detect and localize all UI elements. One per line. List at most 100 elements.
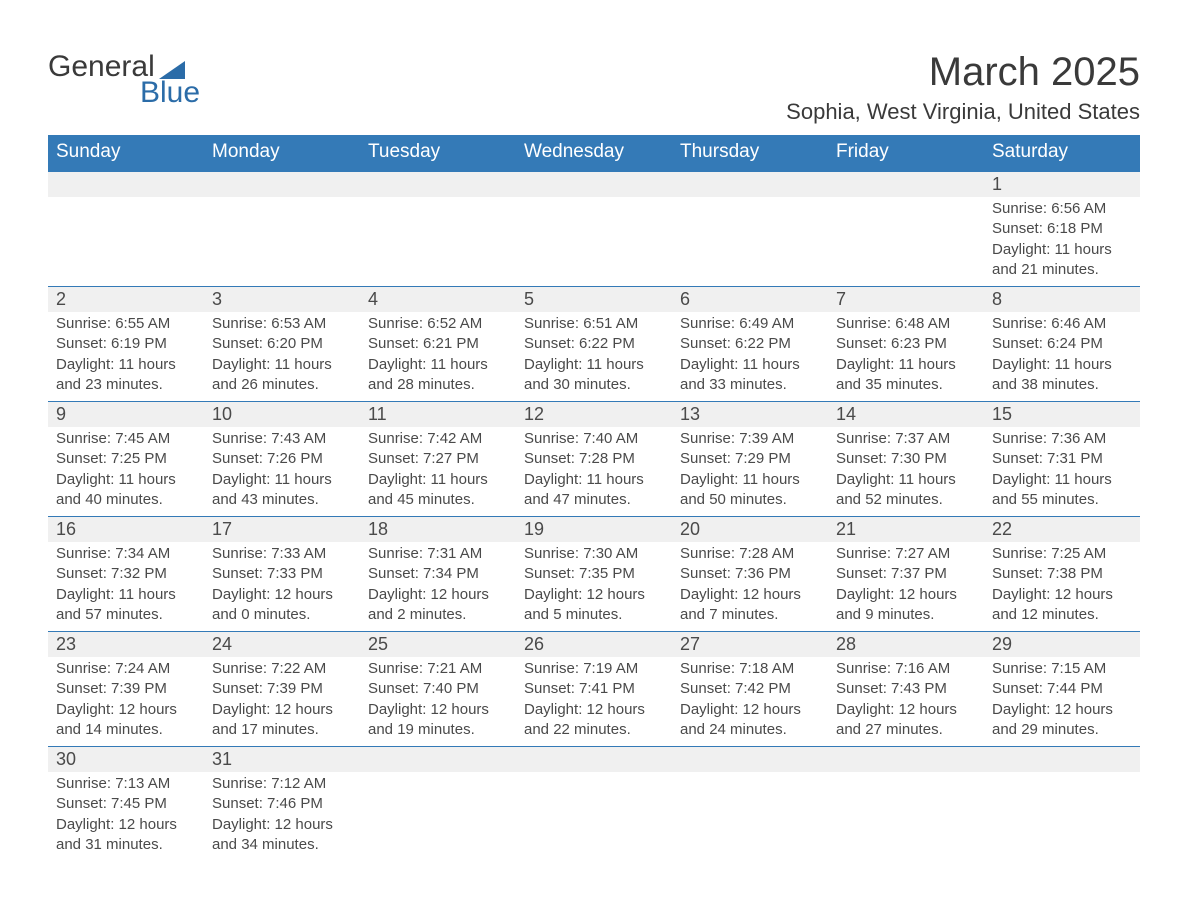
empty-day-number (204, 171, 360, 197)
daylight-text: Daylight: 11 hours (56, 470, 196, 490)
daylight-text: and 27 minutes. (836, 720, 976, 740)
sunrise-text: Sunrise: 7:18 AM (680, 659, 820, 679)
day-cell: Sunrise: 6:48 AMSunset: 6:23 PMDaylight:… (828, 312, 984, 401)
day-number: 10 (204, 401, 360, 427)
sunset-text: Sunset: 7:38 PM (992, 564, 1132, 584)
day-cell: 15 (984, 401, 1140, 427)
day-cell: Sunrise: 7:13 AMSunset: 7:45 PMDaylight:… (48, 772, 204, 861)
day-cell: Sunrise: 7:45 AMSunset: 7:25 PMDaylight:… (48, 427, 204, 516)
day-cell (516, 746, 672, 772)
daylight-text: Daylight: 12 hours (992, 700, 1132, 720)
empty-day-content (360, 200, 516, 284)
empty-day-number (48, 171, 204, 197)
day-cell: Sunrise: 7:28 AMSunset: 7:36 PMDaylight:… (672, 542, 828, 631)
day-details: Sunrise: 7:33 AMSunset: 7:33 PMDaylight:… (204, 542, 360, 631)
day-details: Sunrise: 7:43 AMSunset: 7:26 PMDaylight:… (204, 427, 360, 516)
logo: General Blue (48, 50, 200, 110)
day-details: Sunrise: 7:37 AMSunset: 7:30 PMDaylight:… (828, 427, 984, 516)
empty-day-content (516, 775, 672, 859)
day-details: Sunrise: 7:28 AMSunset: 7:36 PMDaylight:… (672, 542, 828, 631)
day-cell (828, 772, 984, 861)
day-cell: Sunrise: 7:42 AMSunset: 7:27 PMDaylight:… (360, 427, 516, 516)
day-number: 2 (48, 286, 204, 312)
day-cell: Sunrise: 7:16 AMSunset: 7:43 PMDaylight:… (828, 657, 984, 746)
day-number-row: 3031 (48, 746, 1140, 772)
day-number: 12 (516, 401, 672, 427)
daylight-text: and 21 minutes. (992, 260, 1132, 280)
daylight-text: and 31 minutes. (56, 835, 196, 855)
empty-day-number (672, 171, 828, 197)
day-number-row: 9101112131415 (48, 401, 1140, 427)
day-details: Sunrise: 7:21 AMSunset: 7:40 PMDaylight:… (360, 657, 516, 746)
day-cell: Sunrise: 7:36 AMSunset: 7:31 PMDaylight:… (984, 427, 1140, 516)
day-cell: Sunrise: 7:12 AMSunset: 7:46 PMDaylight:… (204, 772, 360, 861)
day-cell (672, 772, 828, 861)
daylight-text: Daylight: 11 hours (56, 355, 196, 375)
weekday-header: Monday (204, 135, 360, 170)
day-cell: Sunrise: 7:25 AMSunset: 7:38 PMDaylight:… (984, 542, 1140, 631)
daylight-text: Daylight: 12 hours (56, 815, 196, 835)
sunset-text: Sunset: 7:35 PM (524, 564, 664, 584)
day-number: 16 (48, 516, 204, 542)
daylight-text: and 52 minutes. (836, 490, 976, 510)
daylight-text: Daylight: 12 hours (56, 700, 196, 720)
sunset-text: Sunset: 7:37 PM (836, 564, 976, 584)
day-cell: 23 (48, 631, 204, 657)
empty-day-number (516, 171, 672, 197)
empty-day-content (48, 200, 204, 284)
day-cell: Sunrise: 6:51 AMSunset: 6:22 PMDaylight:… (516, 312, 672, 401)
day-details: Sunrise: 7:34 AMSunset: 7:32 PMDaylight:… (48, 542, 204, 631)
day-details: Sunrise: 6:51 AMSunset: 6:22 PMDaylight:… (516, 312, 672, 401)
logo-text-blue: Blue (140, 76, 200, 110)
empty-day-number (360, 171, 516, 197)
day-number-row: 2345678 (48, 286, 1140, 312)
day-number-row: 16171819202122 (48, 516, 1140, 542)
sunset-text: Sunset: 6:18 PM (992, 219, 1132, 239)
daylight-text: Daylight: 12 hours (212, 585, 352, 605)
daylight-text: and 40 minutes. (56, 490, 196, 510)
sunset-text: Sunset: 6:24 PM (992, 334, 1132, 354)
sunrise-text: Sunrise: 7:37 AM (836, 429, 976, 449)
day-cell: 17 (204, 516, 360, 542)
day-cell (360, 772, 516, 861)
day-cell: 20 (672, 516, 828, 542)
daylight-text: and 24 minutes. (680, 720, 820, 740)
day-number: 19 (516, 516, 672, 542)
day-number: 9 (48, 401, 204, 427)
daylight-text: Daylight: 12 hours (368, 700, 508, 720)
daylight-text: Daylight: 12 hours (524, 585, 664, 605)
day-cell: 10 (204, 401, 360, 427)
day-cell: 16 (48, 516, 204, 542)
day-details: Sunrise: 7:27 AMSunset: 7:37 PMDaylight:… (828, 542, 984, 631)
sunrise-text: Sunrise: 7:36 AM (992, 429, 1132, 449)
day-cell: Sunrise: 7:43 AMSunset: 7:26 PMDaylight:… (204, 427, 360, 516)
daylight-text: and 35 minutes. (836, 375, 976, 395)
sunrise-text: Sunrise: 6:51 AM (524, 314, 664, 334)
day-number: 28 (828, 631, 984, 657)
sunrise-text: Sunrise: 7:19 AM (524, 659, 664, 679)
day-content-row: Sunrise: 7:34 AMSunset: 7:32 PMDaylight:… (48, 542, 1140, 631)
sunrise-text: Sunrise: 7:25 AM (992, 544, 1132, 564)
daylight-text: Daylight: 11 hours (368, 355, 508, 375)
weekday-header: Friday (828, 135, 984, 170)
logo-text-general: General (48, 50, 155, 84)
daylight-text: Daylight: 11 hours (836, 470, 976, 490)
sunset-text: Sunset: 7:25 PM (56, 449, 196, 469)
day-cell: Sunrise: 7:21 AMSunset: 7:40 PMDaylight:… (360, 657, 516, 746)
day-number-row: 23242526272829 (48, 631, 1140, 657)
day-number: 3 (204, 286, 360, 312)
day-number: 30 (48, 746, 204, 772)
daylight-text: and 23 minutes. (56, 375, 196, 395)
day-number: 27 (672, 631, 828, 657)
sunrise-text: Sunrise: 7:30 AM (524, 544, 664, 564)
day-number: 20 (672, 516, 828, 542)
sunrise-text: Sunrise: 7:24 AM (56, 659, 196, 679)
sunrise-text: Sunrise: 6:55 AM (56, 314, 196, 334)
sunset-text: Sunset: 7:26 PM (212, 449, 352, 469)
day-number: 21 (828, 516, 984, 542)
day-cell (672, 746, 828, 772)
sunrise-text: Sunrise: 7:16 AM (836, 659, 976, 679)
sunset-text: Sunset: 6:19 PM (56, 334, 196, 354)
day-cell: Sunrise: 7:37 AMSunset: 7:30 PMDaylight:… (828, 427, 984, 516)
sunset-text: Sunset: 7:46 PM (212, 794, 352, 814)
